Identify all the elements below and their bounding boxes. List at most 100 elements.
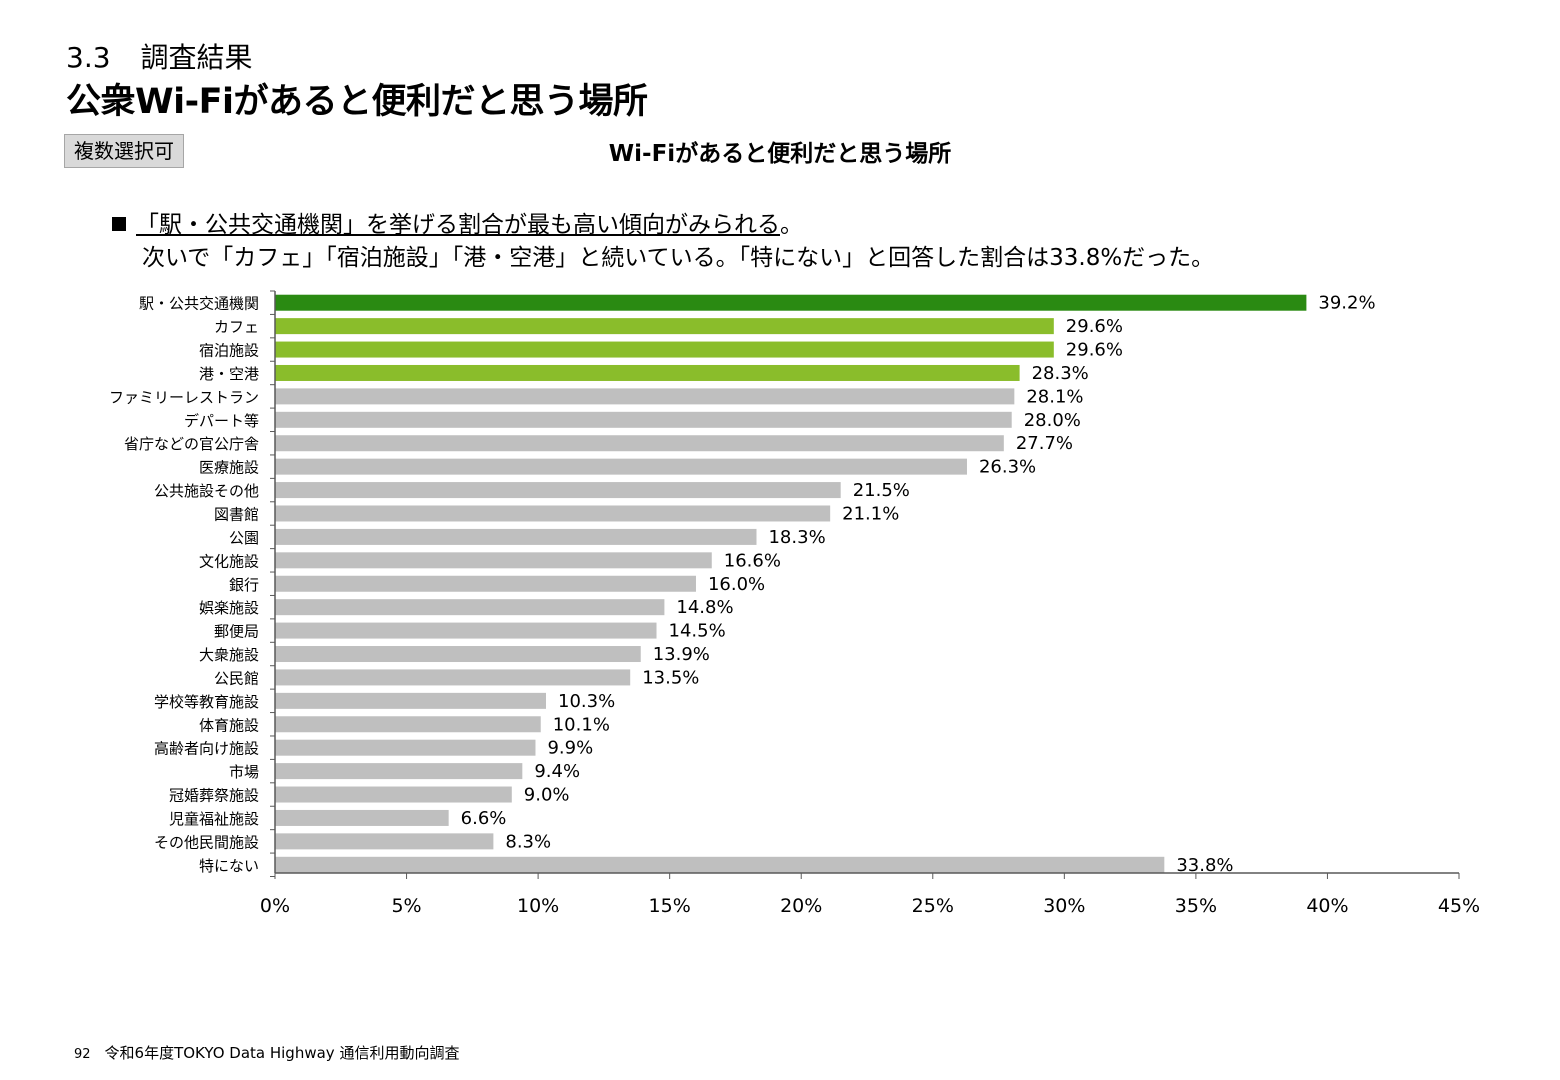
value-label: 29.6%: [1066, 316, 1123, 337]
bar: [275, 482, 841, 499]
category-label: 高齢者向け施設: [154, 740, 259, 758]
bar: [275, 809, 449, 826]
x-tick-label: 15%: [649, 895, 691, 917]
category-label: 銀行: [229, 576, 259, 594]
value-label: 13.9%: [653, 644, 710, 665]
bar: [275, 692, 547, 709]
x-tick-label: 10%: [517, 895, 559, 917]
x-tick-label: 30%: [1043, 895, 1085, 917]
bar: [275, 646, 641, 663]
category-label: 医療施設: [199, 459, 259, 477]
bar: [275, 294, 1307, 311]
category-label: 公民館: [214, 669, 259, 687]
category-label: 冠婚葬祭施設: [169, 787, 259, 805]
value-label: 21.5%: [853, 480, 910, 501]
chart-title: Wi-Fiがあると便利だと思う場所: [608, 141, 952, 167]
value-label: 28.3%: [1032, 363, 1089, 384]
category-label: 学校等教育施設: [154, 693, 259, 711]
value-label: 27.7%: [1016, 433, 1073, 454]
value-label: 9.9%: [547, 738, 593, 759]
x-tick-label: 20%: [780, 895, 822, 917]
page-title: 公衆Wi-Fiがあると便利だと思う場所: [66, 82, 648, 122]
bar: [275, 716, 541, 733]
bar: [275, 622, 657, 639]
bar: [275, 763, 523, 780]
bar: [275, 388, 1015, 405]
section-number: 3.3: [66, 41, 111, 74]
x-tick-label: 25%: [912, 895, 954, 917]
value-label: 6.6%: [461, 808, 507, 829]
value-label: 16.6%: [724, 550, 781, 571]
square-bullet-icon: [112, 217, 126, 231]
bar: [275, 341, 1054, 358]
value-label: 28.1%: [1026, 386, 1083, 407]
category-label: 駅・公共交通機関: [139, 295, 259, 313]
value-label: 13.5%: [642, 667, 699, 688]
value-label: 9.0%: [524, 785, 570, 806]
bar: [275, 435, 1004, 452]
value-label: 14.5%: [669, 621, 726, 642]
category-label: 図書館: [214, 505, 259, 523]
bar: [275, 364, 1020, 381]
bar: [275, 856, 1165, 873]
category-label: 大衆施設: [199, 646, 259, 664]
category-label: 宿泊施設: [199, 342, 259, 360]
summary-headline: 「駅・公共交通機関」を挙げる割合が最も高い傾向がみられる: [136, 212, 780, 238]
value-label: 26.3%: [979, 457, 1036, 478]
bar: [275, 833, 494, 850]
category-label: 文化施設: [199, 552, 259, 570]
footer: 92 令和6年度TOKYO Data Highway 通信利用動向調査: [74, 1042, 459, 1066]
category-label: 特にない: [199, 857, 259, 875]
x-tick-label: 35%: [1175, 895, 1217, 917]
summary-detail: 次いで「カフェ」「宿泊施設」「港・空港」と続いている。「特にない」と回答した割合…: [142, 245, 1215, 271]
bar: [275, 458, 967, 475]
section-label: 調査結果: [140, 41, 253, 74]
page-number: 92: [74, 1047, 91, 1062]
value-label: 33.8%: [1176, 855, 1233, 876]
value-label: 21.1%: [842, 503, 899, 524]
value-label: 39.2%: [1318, 293, 1375, 314]
x-tick-label: 0%: [260, 895, 290, 917]
bar: [275, 552, 712, 569]
value-label: 8.3%: [505, 831, 551, 852]
value-label: 28.0%: [1024, 410, 1081, 431]
value-label: 10.3%: [558, 691, 615, 712]
x-tick-label: 45%: [1438, 895, 1480, 917]
x-tick-label: 40%: [1306, 895, 1348, 917]
category-label: 港・空港: [199, 365, 259, 383]
category-label: 公園: [229, 529, 259, 547]
value-label: 16.0%: [708, 574, 765, 595]
category-label: ファミリーレストラン: [109, 388, 259, 406]
multiple-choice-badge: 複数選択可: [64, 134, 184, 168]
bar: [275, 739, 536, 756]
footer-source: 令和6年度TOKYO Data Highway 通信利用動向調査: [104, 1044, 460, 1062]
bar: [275, 669, 631, 686]
category-label: 娯楽施設: [199, 599, 259, 617]
summary: 「駅・公共交通機関」を挙げる割合が最も高い傾向がみられる。 次いで「カフェ」「宿…: [112, 210, 1214, 271]
value-label: 29.6%: [1066, 340, 1123, 361]
category-label: カフェ: [214, 318, 259, 336]
bar: [275, 599, 665, 616]
value-label: 10.1%: [553, 714, 610, 735]
section-title: 3.3 調査結果: [66, 40, 253, 76]
category-label: 郵便局: [214, 623, 259, 641]
category-label: 児童福祉施設: [169, 810, 259, 828]
bar: [275, 575, 696, 592]
category-label: 市場: [229, 763, 259, 781]
bar: [275, 505, 831, 522]
bar: [275, 528, 757, 545]
value-label: 18.3%: [768, 527, 825, 548]
summary-headline-end: 。: [780, 212, 803, 238]
category-label: デパート等: [184, 412, 259, 430]
bar: [275, 411, 1012, 428]
category-label: 省庁などの官公庁舎: [124, 435, 259, 453]
x-tick-label: 5%: [391, 895, 421, 917]
bar: [275, 318, 1054, 335]
bar: [275, 786, 512, 803]
category-label: その他民間施設: [154, 833, 259, 851]
category-label: 公共施設その他: [154, 482, 259, 500]
value-label: 9.4%: [534, 761, 580, 782]
category-label: 体育施設: [199, 716, 259, 734]
value-label: 14.8%: [676, 597, 733, 618]
